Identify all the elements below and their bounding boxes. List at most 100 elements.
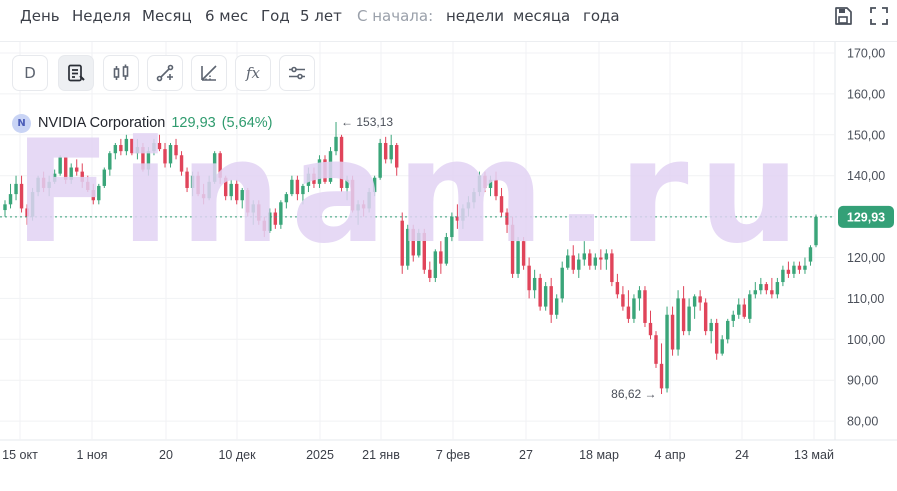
period-week[interactable]: Неделя <box>72 7 131 25</box>
candle-body <box>8 194 13 205</box>
candle-body <box>670 314 675 350</box>
candle-body <box>102 169 107 186</box>
candle-body <box>135 147 140 154</box>
candle-body <box>560 267 564 299</box>
candle-body <box>737 304 741 315</box>
y-tick-label: 140,00 <box>847 169 885 183</box>
candle-body <box>378 142 382 178</box>
candle-body <box>422 232 427 270</box>
candle-body <box>119 145 123 152</box>
candle-body <box>505 212 509 225</box>
toolbar-divider <box>0 41 897 42</box>
since-week[interactable]: недели <box>446 7 504 25</box>
y-tick-label: 80,00 <box>847 415 878 429</box>
fullscreen-icon[interactable] <box>868 5 890 27</box>
candle-body <box>317 159 322 184</box>
period-day[interactable]: День <box>20 7 60 25</box>
candle-body <box>488 179 493 188</box>
fib-button[interactable] <box>191 55 227 91</box>
candle-body <box>328 151 333 182</box>
candle-body <box>803 265 807 270</box>
candle-body <box>86 181 90 191</box>
x-tick-label: 7 фев <box>436 448 471 462</box>
candle-body <box>654 335 658 364</box>
candle-body <box>770 290 774 295</box>
candle-body <box>483 175 487 188</box>
candle-body <box>361 204 366 209</box>
y-tick-label: 150,00 <box>847 128 885 142</box>
candle-body <box>720 339 724 354</box>
candle-body <box>510 224 515 274</box>
candle-body <box>786 269 791 274</box>
candle-body <box>284 194 289 203</box>
candle-body <box>781 269 785 283</box>
candle-body <box>130 138 134 154</box>
candle-body <box>444 237 449 264</box>
candle-body <box>742 304 746 317</box>
since-month[interactable]: месяца <box>513 7 571 25</box>
period-toolbar: День Неделя Месяц 6 мес Год 5 лет С нача… <box>0 0 897 34</box>
candle-body <box>499 196 504 213</box>
period-5y[interactable]: 5 лет <box>300 7 342 25</box>
y-tick-label: 120,00 <box>847 251 885 265</box>
x-tick-label: 24 <box>735 448 749 462</box>
candle-body <box>356 204 360 211</box>
candle-body <box>389 145 393 160</box>
since-label: С начала: <box>357 7 434 25</box>
candle-body <box>543 286 548 307</box>
candle-body <box>588 253 592 266</box>
candle-body <box>604 253 609 260</box>
candle-body <box>516 241 520 274</box>
candle-body <box>643 290 647 323</box>
candle-body <box>411 228 415 256</box>
trendline-button[interactable] <box>147 55 183 91</box>
candle-body <box>731 314 735 321</box>
since-year[interactable]: года <box>583 7 620 25</box>
candle-body <box>97 185 101 201</box>
y-tick-label: 170,00 <box>847 47 885 61</box>
fib-icon <box>201 65 217 81</box>
candle-body <box>532 277 537 291</box>
candle-body <box>273 212 278 225</box>
notes-button[interactable] <box>58 55 94 91</box>
candle-body <box>759 284 763 291</box>
candle-body <box>450 216 454 238</box>
candle-body <box>428 269 432 278</box>
candle-body <box>345 179 349 188</box>
chart-type-button[interactable] <box>103 55 139 91</box>
candle-body <box>201 194 206 199</box>
candle-body <box>659 363 664 389</box>
settings-button[interactable] <box>279 55 315 91</box>
candle-body <box>703 302 708 332</box>
indicators-button[interactable]: fx <box>235 55 271 91</box>
candle-body <box>582 253 586 260</box>
y-tick-label: 160,00 <box>847 87 885 101</box>
candle-body <box>406 228 410 266</box>
instrument-legend: N NVIDIA Corporation 129,93 (5,64%) <box>12 113 272 133</box>
candle-body <box>262 220 267 231</box>
candle-body <box>108 153 112 170</box>
candle-body <box>599 257 603 260</box>
candle-body <box>52 173 57 182</box>
candles-icon <box>113 64 129 80</box>
candle-body <box>593 257 598 266</box>
y-tick-label: 100,00 <box>847 333 885 347</box>
candle-body <box>157 142 162 150</box>
candle-body <box>714 322 719 354</box>
save-icon[interactable] <box>832 5 854 27</box>
candle-body <box>394 145 399 168</box>
x-tick-label: 2025 <box>306 448 334 462</box>
candle-body <box>433 251 438 278</box>
candle-body <box>152 142 156 152</box>
period-6m[interactable]: 6 мес <box>205 7 249 25</box>
candle-body <box>240 190 244 201</box>
period-month[interactable]: Месяц <box>142 7 192 25</box>
interval-button[interactable]: D <box>12 55 48 91</box>
candle-body <box>251 204 255 213</box>
high-marker-label: ← 153,13 <box>341 115 393 129</box>
period-year[interactable]: Год <box>261 7 290 25</box>
candle-body <box>648 322 653 336</box>
candle-body <box>207 181 211 199</box>
candle-body <box>538 277 542 307</box>
